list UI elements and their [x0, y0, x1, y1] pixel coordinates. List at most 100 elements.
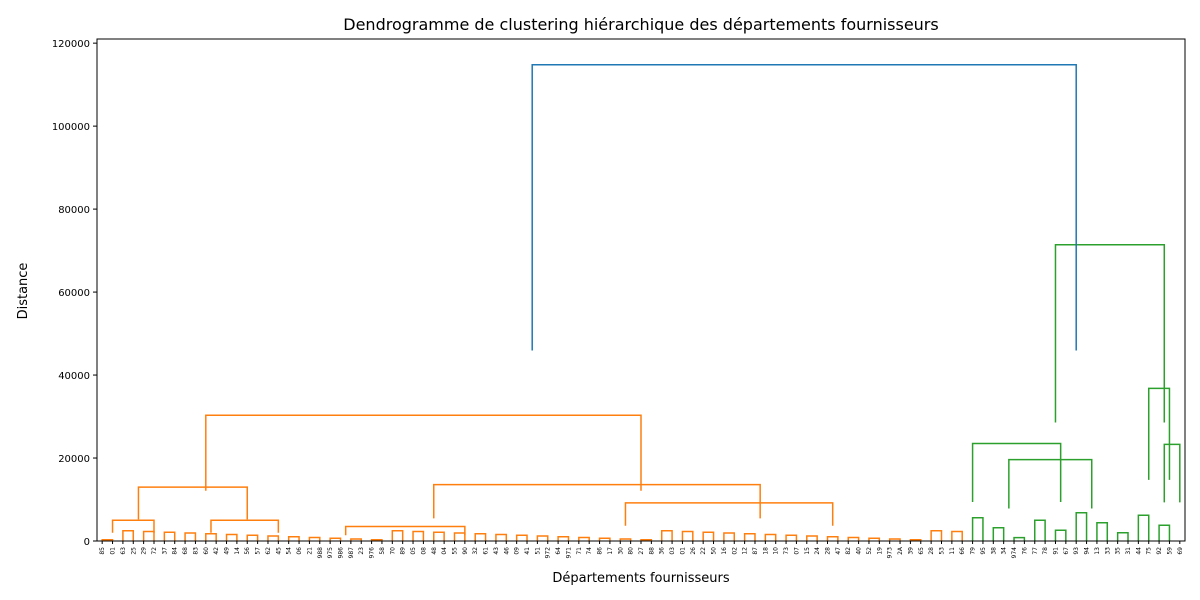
- leaf-label: 46: [503, 547, 510, 555]
- leaf-label: 86: [597, 547, 604, 555]
- plot-frame: [96, 38, 1186, 542]
- x-axis-label: Départements fournisseurs: [552, 571, 729, 586]
- leaf-label: 88: [648, 547, 655, 555]
- y-tick-label: 80000: [58, 205, 90, 216]
- leaf-label: 42: [213, 547, 220, 555]
- leaf-label: 15: [804, 547, 811, 555]
- leaf-label: 64: [555, 547, 562, 555]
- leaf-label: 79: [970, 547, 977, 555]
- leaf-label: 84: [172, 547, 179, 555]
- y-tick-label: 0: [84, 537, 90, 548]
- leaf-label: 73: [783, 547, 790, 555]
- leaf-label: 23: [358, 547, 365, 555]
- leaf-label: 62: [265, 547, 272, 555]
- leaf-label: 95: [980, 547, 987, 555]
- dendrogram-link: [474, 533, 487, 541]
- leaf-label: 41: [524, 547, 531, 555]
- dendrogram-link: [350, 538, 362, 541]
- dendrogram-link: [287, 536, 300, 541]
- leaf-label: 54: [286, 547, 293, 555]
- dendrogram-link: [205, 414, 642, 491]
- leaf-label: 48: [431, 547, 438, 555]
- dendrogram-link: [1116, 531, 1129, 541]
- leaf-label: 02: [731, 547, 738, 555]
- dendrogram-link: [681, 530, 694, 541]
- leaf-label: 13: [1094, 547, 1101, 555]
- dendrogram-link: [536, 535, 549, 541]
- leaf-label: 47: [835, 547, 842, 555]
- leaf-label: 71: [576, 547, 583, 555]
- leaf-label: 66: [959, 547, 966, 555]
- leaf-label: 03: [669, 547, 676, 555]
- leaf-label: 39: [907, 547, 914, 555]
- dendrogram-link: [785, 534, 798, 541]
- leaf-label: 82: [845, 547, 852, 555]
- leaf-label: 49: [224, 547, 231, 555]
- dendrogram-link: [184, 532, 197, 541]
- leaf-label: 01: [679, 547, 686, 555]
- dendrogram-link: [764, 533, 777, 541]
- leaf-label: 65: [918, 547, 925, 555]
- dendrogram-link: [515, 534, 528, 541]
- dendrogram-link: [1034, 519, 1046, 541]
- leaf-label: 973: [887, 547, 894, 559]
- leaf-label: 19: [876, 547, 883, 555]
- dendrogram-link: [531, 63, 1077, 351]
- leaf-label: 72: [151, 547, 158, 555]
- leaf-label: 25: [130, 547, 137, 555]
- dendrogram-link: [1158, 524, 1171, 541]
- leaf-label: 78: [1042, 547, 1049, 555]
- leaf-label: 28: [928, 547, 935, 555]
- leaf-label: 83: [192, 547, 199, 555]
- leaf-label: 11: [949, 547, 956, 555]
- dendrogram-link: [137, 486, 248, 520]
- dendrogram-link: [930, 530, 943, 541]
- leaf-label: 70: [389, 547, 396, 555]
- dendrogram-link: [992, 526, 1005, 541]
- dendrogram-link: [210, 519, 280, 533]
- leaf-label: 57: [255, 547, 262, 555]
- dendrogram-link: [624, 502, 834, 526]
- dendrogram-link: [1013, 536, 1026, 541]
- leaf-label: 80: [628, 547, 635, 555]
- leaf-label: 976: [369, 547, 376, 559]
- leaf-label: 58: [379, 547, 386, 555]
- leaf-label: 55: [451, 547, 458, 555]
- leaf-label: 09: [514, 547, 521, 555]
- y-axis-ticks: 0 20000 40000 60000 80000 100000 120000: [52, 39, 97, 548]
- leaf-label: 85: [99, 547, 106, 555]
- leaf-label: 08: [420, 547, 427, 555]
- dendrogram-link: [1054, 529, 1067, 541]
- dendrogram-link: [1147, 387, 1171, 480]
- leaf-label: 06: [296, 547, 303, 555]
- dendrogram-link: [1096, 521, 1109, 541]
- leaf-label: 24: [814, 547, 821, 555]
- leaf-label: 67: [1063, 547, 1070, 555]
- leaf-label: 972: [545, 547, 552, 559]
- leaf-label: 87: [752, 547, 759, 555]
- dendrogram-link: [246, 534, 259, 541]
- leaf-label: 94: [1084, 547, 1091, 555]
- dendrogram-link: [971, 442, 1062, 503]
- dendrogram-link: [344, 525, 466, 536]
- leaf-label: 28: [825, 547, 832, 555]
- dendrogram-link: [433, 483, 761, 519]
- leaf-label: 60: [203, 547, 210, 555]
- leaf-label: 988: [317, 547, 324, 559]
- dendrogram-link: [391, 530, 404, 541]
- dendrogram-link: [557, 536, 570, 541]
- leaf-label: 77: [1032, 547, 1039, 555]
- dendrogram-link: [370, 539, 383, 541]
- dendrogram-link: [205, 533, 217, 541]
- leaf-label: 43: [493, 547, 500, 555]
- dendrogram-link: [660, 530, 673, 541]
- dendrogram-link: [225, 533, 238, 541]
- leaf-label: 63: [120, 547, 127, 555]
- dendrogram-link: [142, 530, 155, 541]
- leaf-label: 75: [1146, 547, 1153, 555]
- leaf-label: 56: [244, 547, 251, 555]
- dendrogram-link: [598, 537, 611, 541]
- dendrogram-link: [826, 536, 839, 541]
- dendrogram-link: [1075, 512, 1088, 541]
